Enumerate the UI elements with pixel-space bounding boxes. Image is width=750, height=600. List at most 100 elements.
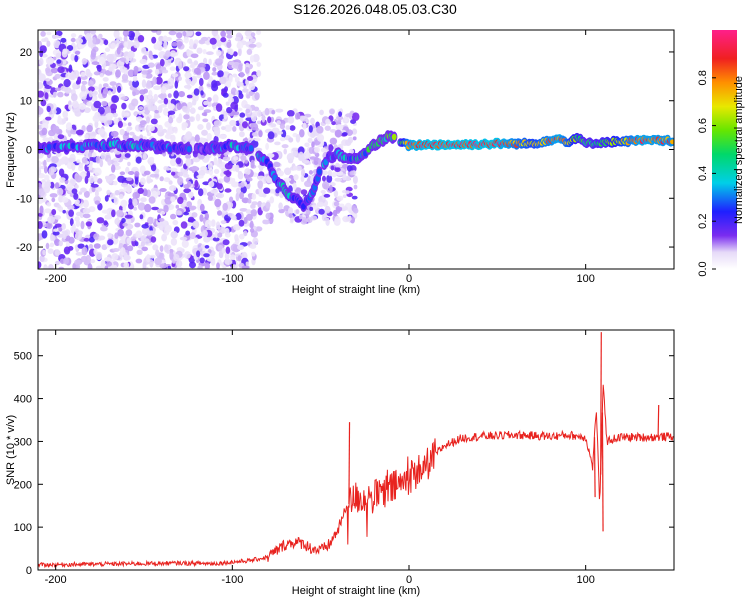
spectrogram-noise-cell (281, 144, 289, 149)
spectrogram-noise-cell (134, 222, 141, 228)
spectrogram-noise-cell (218, 134, 227, 139)
spectrogram-noise-cell (137, 35, 145, 43)
spectrogram-noise-cell (150, 236, 157, 243)
spectrogram-noise-cell (38, 199, 43, 204)
spectrogram-noise-cell (245, 213, 253, 221)
spectrogram-noise-cell (258, 130, 263, 138)
spectrogram-noise-cell (207, 97, 212, 102)
spectrogram-noise-cell (107, 90, 112, 96)
spectrogram-noise-cell (74, 259, 82, 266)
spectrogram-noise-cell (232, 111, 240, 116)
spectrogram-noise-cell (329, 184, 333, 194)
spectrogram-noise-cell (45, 77, 51, 82)
spectrogram-noise-cell (49, 193, 58, 198)
spectrogram-noise-cell (130, 32, 135, 38)
spectrogram-noise-cell (232, 51, 238, 57)
spectrogram-noise-cell (144, 72, 153, 79)
spectrogram-noise-cell (216, 49, 222, 56)
spectrogram-noise-cell (65, 122, 73, 131)
spectrogram-noise-cell (242, 121, 248, 129)
spectrogram-noise-cell (163, 177, 171, 183)
spectrogram-noise-cell (206, 51, 214, 56)
spectrogram-noise-cell (94, 200, 101, 205)
spectrogram-noise-cell (41, 127, 48, 136)
spectrogram-noise-cell (176, 247, 183, 252)
spectrogram-noise-cell (222, 264, 227, 269)
spectrogram-noise-cell (108, 66, 114, 72)
spectrogram-noise-cell (142, 152, 147, 161)
spectrogram-noise-cell (215, 58, 223, 63)
spectrogram-noise-cell (128, 80, 133, 87)
spectrogram-noise-cell (142, 261, 147, 269)
spectrogram-noise-cell (188, 116, 194, 122)
spectrogram-noise-cell (135, 258, 143, 264)
spectrogram-noise-cell (151, 36, 157, 44)
x-tick-label: 100 (576, 574, 594, 586)
spectrogram-noise-cell (190, 53, 199, 59)
spectrogram-noise-cell (235, 192, 240, 202)
spectrogram-noise-cell (70, 53, 75, 61)
spectrogram-noise-cell (331, 121, 336, 126)
spectrogram-noise-cell (334, 167, 341, 173)
spectrogram-noise-cell (117, 229, 124, 237)
spectrogram-noise-cell (104, 257, 112, 262)
spectrogram-noise-cell (251, 251, 256, 257)
spectrogram-noise-cell (276, 120, 281, 125)
snr-spike (601, 412, 604, 532)
snr-spike (600, 332, 602, 475)
spectrogram-noise-cell (169, 251, 174, 260)
spectrogram-noise-cell (71, 223, 76, 232)
spectrogram-noise-cell (198, 188, 204, 197)
spectrogram-noise-cell (41, 230, 48, 239)
spectrogram-noise-cell (94, 111, 101, 119)
spectrogram-noise-cell (249, 228, 255, 233)
spectrogram-noise-cell (46, 221, 53, 230)
spectrogram-noise-cell (244, 159, 248, 164)
spectrogram-noise-cell (88, 90, 93, 98)
spectrogram-noise-cell (184, 251, 191, 259)
spectrogram-noise-cell (119, 128, 125, 136)
spectrogram-noise-cell (123, 41, 129, 48)
spectrogram-noise-cell (353, 184, 358, 190)
spectrogram-noise-cell (331, 171, 337, 178)
spectrogram-noise-cell (126, 185, 132, 194)
spectrogram-noise-cell (183, 114, 190, 120)
spectrogram-noise-cell (309, 206, 314, 211)
spectrogram-noise-cell (130, 236, 137, 242)
spectrogram-noise-cell (93, 100, 102, 109)
spectrogram-noise-cell (56, 187, 64, 196)
spectrogram-noise-cell (235, 164, 240, 173)
y-tick-label: 20 (20, 47, 32, 59)
spectrogram-noise-cell (301, 168, 306, 177)
spectrogram-noise-cell (184, 133, 192, 139)
spectrogram-noise-cell (135, 30, 140, 38)
spectrogram-noise-cell (55, 52, 61, 59)
spectrogram-noise-cell (141, 246, 148, 252)
spectrogram-noise-cell (201, 112, 207, 117)
spectrogram-noise-cell (57, 91, 64, 98)
spectrogram-noise-cell (45, 242, 50, 250)
spectrogram-noise-cell (222, 202, 228, 211)
spectrogram-noise-cell (353, 207, 359, 214)
spectrogram-noise-cell (265, 212, 271, 220)
spectrogram-noise-cell (182, 30, 187, 37)
spectrogram-noise-cell (95, 155, 101, 164)
spectrogram-noise-cell (210, 257, 216, 266)
spectrogram-ridge-cell (248, 145, 254, 152)
spectrogram-noise-cell (206, 122, 211, 131)
spectrogram-noise-cell (224, 258, 233, 265)
spectrogram-noise-cell (76, 264, 81, 269)
spectrogram-ridge-cell (391, 133, 397, 141)
spectrogram-noise-cell (110, 42, 116, 49)
spectrogram-noise-cell (94, 189, 99, 198)
spectrogram-noise-cell (336, 195, 344, 201)
spectrogram-noise-cell (66, 183, 73, 192)
spectrogram-noise-cell (167, 77, 175, 87)
spectrogram-noise-cell (288, 207, 294, 215)
spectrogram-noise-cell (207, 195, 213, 201)
spectrogram-noise-cell (345, 216, 352, 222)
spectrogram-noise-cell (181, 105, 188, 112)
spectrogram-noise-cell (122, 30, 130, 37)
spectrogram-noise-cell (87, 39, 94, 48)
spectrogram-noise-cell (167, 192, 175, 197)
